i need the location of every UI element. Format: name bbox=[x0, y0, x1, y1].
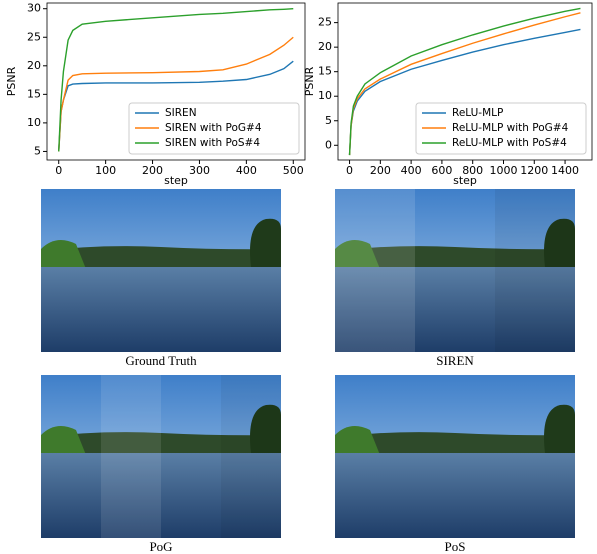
y-tick-label: 5 bbox=[34, 144, 41, 157]
x-axis-label: step bbox=[453, 174, 477, 187]
y-axis-label: PSNR bbox=[303, 66, 316, 96]
series-line bbox=[58, 36, 294, 152]
series-line bbox=[58, 8, 294, 152]
x-tick-label: 800 bbox=[462, 164, 483, 177]
image-ground-truth bbox=[41, 189, 281, 352]
x-tick-label: 200 bbox=[370, 164, 391, 177]
y-tick-label: 20 bbox=[27, 59, 41, 72]
y-tick-label: 10 bbox=[318, 89, 332, 102]
x-tick-label: 1000 bbox=[489, 164, 517, 177]
x-tick-label: 100 bbox=[95, 164, 116, 177]
x-tick-label: 500 bbox=[283, 164, 304, 177]
legend-box bbox=[128, 102, 300, 155]
x-tick-label: 1200 bbox=[520, 164, 548, 177]
y-tick-label: 15 bbox=[318, 65, 332, 78]
y-tick-label: 0 bbox=[325, 138, 332, 151]
caption: PoG bbox=[149, 539, 172, 554]
y-tick-label: 20 bbox=[318, 40, 332, 53]
caption: SIREN bbox=[436, 353, 474, 368]
legend-label: SIREN with PoG#4 bbox=[165, 122, 262, 134]
legend-label: SIREN with PoS#4 bbox=[165, 137, 260, 149]
legend-box bbox=[415, 102, 587, 155]
y-tick-label: 30 bbox=[27, 2, 41, 15]
x-tick-label: 300 bbox=[189, 164, 210, 177]
x-tick-label: 0 bbox=[55, 164, 62, 177]
caption: Ground Truth bbox=[125, 353, 197, 368]
y-tick-label: 15 bbox=[27, 87, 41, 100]
legend-label: ReLU-MLP with PoG#4 bbox=[452, 122, 569, 134]
caption: PoS bbox=[445, 539, 466, 554]
x-tick-label: 600 bbox=[431, 164, 452, 177]
image-pos bbox=[335, 375, 575, 538]
x-axis-label: step bbox=[164, 174, 188, 187]
legend-label: ReLU-MLP bbox=[452, 107, 503, 119]
x-tick-label: 0 bbox=[346, 164, 353, 177]
x-tick-label: 400 bbox=[236, 164, 257, 177]
y-tick-label: 25 bbox=[318, 16, 332, 29]
y-tick-label: 25 bbox=[27, 30, 41, 43]
plot-frame bbox=[337, 2, 593, 161]
image-pog bbox=[41, 375, 281, 538]
x-tick-label: 400 bbox=[401, 164, 422, 177]
legend-label: ReLU-MLP with PoS#4 bbox=[452, 137, 567, 149]
plot-frame bbox=[46, 2, 306, 161]
y-tick-label: 10 bbox=[27, 116, 41, 129]
image-siren bbox=[335, 189, 575, 352]
y-tick-label: 5 bbox=[325, 114, 332, 127]
series-line bbox=[348, 7, 581, 156]
x-tick-label: 1400 bbox=[551, 164, 579, 177]
legend-label: SIREN bbox=[165, 107, 197, 119]
y-axis-label: PSNR bbox=[5, 66, 18, 96]
x-tick-label: 200 bbox=[142, 164, 163, 177]
